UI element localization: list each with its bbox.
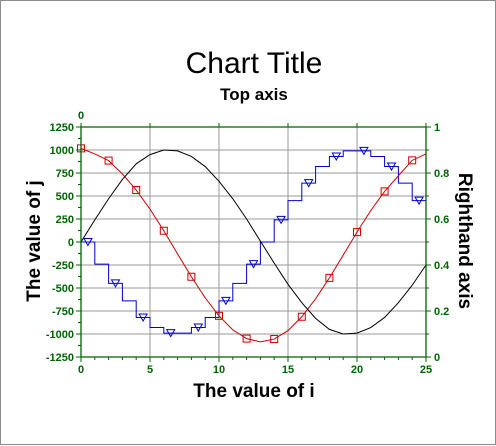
y-tick-label: -1250 [46,352,74,364]
x-axis-title: The value of i [193,381,314,402]
series-0-point [138,313,148,322]
y-tick-label: 1250 [50,122,74,134]
series-2 [80,149,427,335]
y-tick-label: 250 [56,214,74,226]
chart-subtitle: Top axis [220,85,288,104]
y-tick-label: 0 [68,237,74,249]
series-1-point [242,334,251,343]
grid [81,127,426,357]
y-tick-label: 1000 [50,145,74,157]
chart-title: Chart Title [186,47,323,80]
series-0-point [276,215,286,225]
series-0 [81,146,427,338]
series-1-point [104,156,113,165]
series-0-point [221,296,231,306]
series-0-point [83,238,93,247]
y-tick-label: -750 [52,306,74,318]
series-1-point [270,335,279,344]
y2-tick-label: 0.4 [434,260,450,272]
y-tick-label: -500 [52,283,74,295]
x-tick-label: 25 [420,364,432,376]
y-axis-title: The value of j [24,180,45,301]
series-1-point [297,312,306,321]
series-0-point [248,260,259,269]
y2-axis-title: Righthand axis [454,173,475,309]
series-2-line [80,149,427,335]
y2-tick-label: 1 [434,122,440,134]
series-1-point [325,273,334,282]
x-tick-label: 10 [213,364,225,376]
y-tick-label: -1000 [46,329,74,341]
series-0-point [165,329,176,338]
x-tick-label: 5 [147,364,153,376]
series-0-point [331,152,342,161]
series-1-point [159,226,168,235]
series-0-line [81,150,427,334]
x-tick-label: 0 [78,364,84,376]
y2-tick-label: 0.8 [434,168,449,180]
series-1 [77,144,427,344]
series-1-point [132,186,141,195]
y-tick-label: 750 [56,168,74,180]
x-tick-label: 15 [282,364,294,376]
series-1-point [187,272,196,281]
series-1-point [380,187,389,196]
series-1-point [353,228,361,237]
series-0-point [359,146,369,156]
y2-tick-label: 0 [434,352,440,364]
series-1-point [408,156,417,165]
series-0-point [110,279,121,288]
series-0-point [303,179,314,188]
series-0-point [193,323,204,333]
top-tick-label: 0 [78,110,84,122]
series-0-point [414,196,424,206]
x-tick-label: 20 [351,364,363,376]
series-0-point [386,162,397,172]
y2-tick-label: 0.2 [434,306,449,318]
y-tick-label: 500 [56,191,74,203]
y2-tick-label: 0.6 [434,214,449,226]
y-tick-label: -250 [52,260,74,272]
axes: 0 5 10 15 20 250125010007505002500-250-500-75… [46,110,450,376]
series-1-point [215,311,223,320]
plot-area [77,144,427,344]
